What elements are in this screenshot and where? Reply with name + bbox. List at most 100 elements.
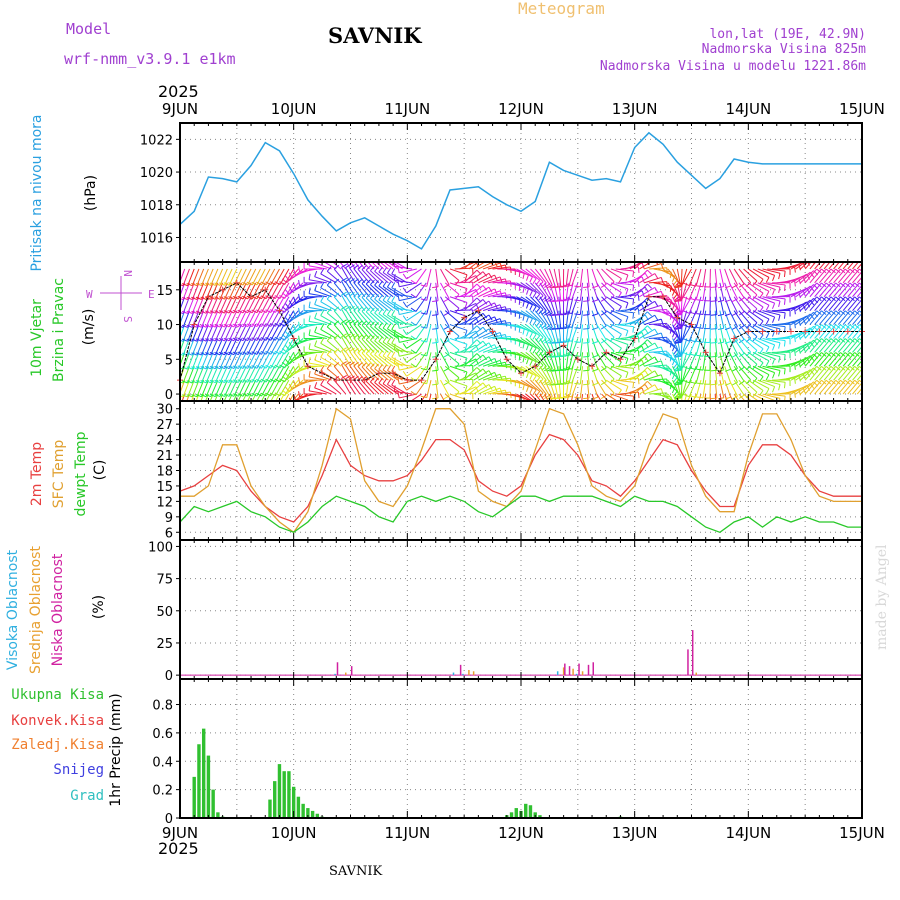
wind-barb-flag [632, 396, 635, 401]
wind-barb [182, 296, 190, 314]
wind-barb [828, 338, 841, 353]
wind-barb [415, 282, 427, 298]
wind-gust-marker [233, 279, 240, 286]
wind-barb [615, 379, 634, 383]
wind-barb [520, 379, 537, 391]
wind-barb [224, 324, 233, 342]
wind-barb-flag [274, 392, 281, 397]
wind-barb [757, 393, 775, 401]
wind-barb-flag [489, 262, 493, 265]
wind-barb [196, 338, 205, 356]
wind-barb [219, 282, 228, 300]
wind-barb-flag [710, 383, 717, 386]
wind-barb [682, 352, 692, 369]
wind-barb [842, 296, 856, 311]
wind-barb [196, 366, 205, 384]
wind-barb [426, 338, 432, 357]
wind-barb [752, 351, 770, 362]
wind-barb-flag [783, 298, 786, 305]
wind-barb [326, 284, 342, 298]
wind-barb-flag [391, 365, 396, 372]
wind-barb [468, 382, 484, 395]
wind-barb [681, 352, 688, 370]
wind-barb [270, 310, 280, 327]
wind-barb-flag [625, 274, 629, 281]
wind-barb-flag [522, 314, 525, 321]
wind-barb-flag [326, 335, 332, 342]
wind-barb [228, 296, 238, 314]
wind-barb [361, 283, 375, 298]
wind-barb [492, 391, 511, 395]
wind-barb-flag [281, 292, 288, 298]
wind-barb [795, 285, 811, 298]
wind-barb-flag [246, 281, 253, 286]
wind-barb-flag [696, 396, 704, 399]
wind-barb-flag [717, 313, 724, 317]
wind-barb [719, 282, 725, 301]
wind-barb-flag [326, 377, 332, 383]
wind-barb [274, 324, 285, 341]
wind-barb-flag [854, 310, 860, 316]
wind-barb-flag [864, 339, 869, 343]
compass-north: N [121, 270, 134, 277]
wind-barb-flag [731, 381, 738, 386]
wind-barb [804, 352, 818, 367]
wind-barb-flag [696, 382, 704, 385]
wind-barb [247, 310, 257, 327]
wind-barb [733, 282, 745, 299]
wind-barb [444, 338, 460, 351]
wind-barb-flag [298, 293, 301, 300]
wind-barb [361, 269, 375, 284]
wind-barb [762, 282, 781, 288]
wind-barb-flag [854, 365, 860, 371]
wind-barb-flag [232, 365, 239, 370]
y-tick-label: 1016 [140, 231, 173, 246]
wind-barb [667, 282, 680, 298]
wind-barb-flag [181, 296, 188, 301]
wind-barb [345, 378, 356, 395]
wind-barb-flag [402, 329, 407, 335]
wind-barb [314, 345, 332, 353]
wind-barb-flag [752, 391, 758, 398]
wind-barb [196, 379, 205, 398]
wind-barb [818, 379, 832, 395]
wind-barb-flag [314, 270, 318, 277]
wind-gust-marker [475, 307, 482, 314]
y-tick-label: 0.4 [152, 755, 173, 770]
wind-barb-flag [549, 313, 556, 317]
wind-barb-flag [869, 255, 874, 259]
wind-barb-flag [285, 345, 290, 351]
wind-barb [357, 366, 370, 381]
wind-barb [823, 338, 837, 353]
wind-barb [596, 393, 602, 401]
wind-gust-marker [532, 363, 539, 370]
wind-barb [487, 306, 506, 312]
wind-barb [214, 268, 224, 286]
wind-barb [714, 310, 718, 329]
wind-barb [406, 324, 422, 335]
wind-barb-flag [191, 352, 198, 356]
wind-barb-flag [382, 322, 387, 329]
wind-barb [714, 366, 718, 385]
wind-barb [752, 324, 770, 334]
wind-barb-flag [326, 349, 332, 356]
wind-barb [702, 310, 707, 329]
wind-barb [672, 393, 677, 401]
wind-barb [242, 296, 252, 314]
wind-barb [852, 354, 862, 367]
wind-barb-flag [654, 328, 659, 335]
wind-barb [818, 310, 832, 325]
wind-barb-flag [341, 361, 347, 365]
wind-barb-flag [783, 368, 786, 375]
wind-barb [440, 324, 450, 341]
wind-barb-flag [765, 304, 770, 311]
wind-barb [568, 310, 574, 329]
wind-barb-flag [374, 294, 379, 300]
wind-gust-marker [816, 328, 823, 335]
wind-barb-flag [366, 252, 370, 256]
wind-barb-flag [393, 371, 396, 378]
wind-barb [553, 324, 559, 343]
precip-bar [197, 744, 201, 818]
wind-gust-marker [290, 335, 297, 342]
wind-barb [463, 380, 478, 395]
